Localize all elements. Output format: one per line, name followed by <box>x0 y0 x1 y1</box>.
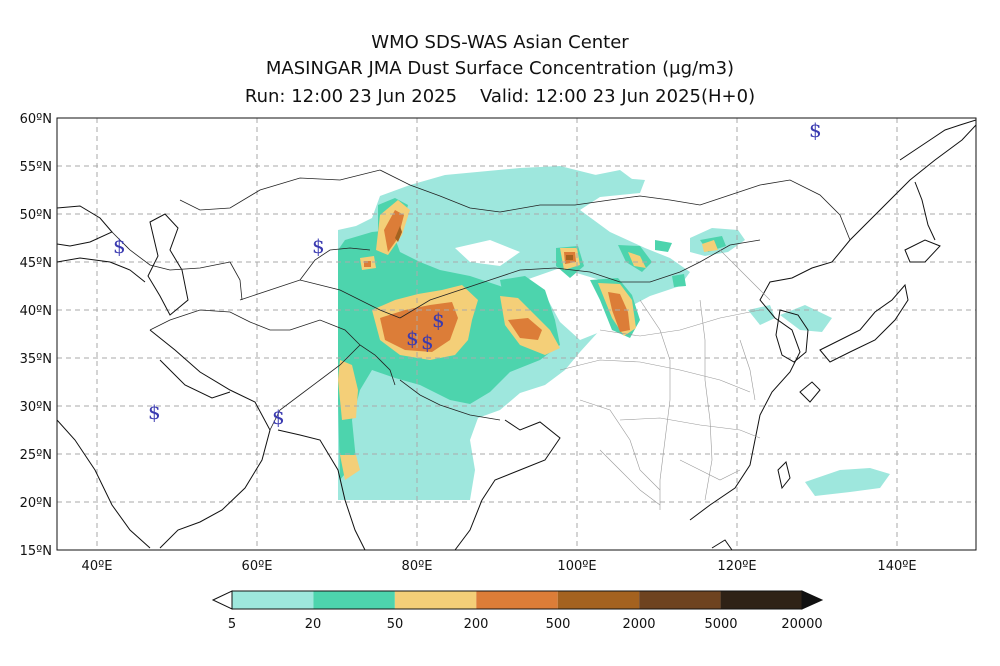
colorbar-tick: 500 <box>546 617 571 632</box>
colorbar-tick: 20000 <box>781 617 822 632</box>
map-title: WMO SDS-WAS Asian Center <box>371 32 629 53</box>
lat-label: 55ºN <box>20 160 52 175</box>
station-symbol: $ <box>406 326 419 350</box>
map-subtitle: MASINGAR JMA Dust Surface Concentration … <box>265 58 735 79</box>
lon-label: 40ºE <box>82 559 113 574</box>
station-symbol: $ <box>809 118 822 142</box>
latitude-labels: 60ºN 55ºN 50ºN 45ºN 40ºN 35ºN 30ºN 25ºN … <box>20 112 52 559</box>
province-borders <box>559 249 771 510</box>
station-symbol: $ <box>432 308 445 332</box>
graticule <box>57 118 976 550</box>
lat-label: 25ºN <box>20 448 52 463</box>
country-borders <box>111 169 851 431</box>
lon-label: 80ºE <box>402 559 433 574</box>
station-symbol: $ <box>113 234 126 258</box>
longitude-labels: 40ºE 60ºE 80ºE 100ºE 120ºE 140ºE <box>82 559 917 574</box>
colorbar-tick: 50 <box>387 617 404 632</box>
lon-label: 100ºE <box>557 559 596 574</box>
lon-label: 60ºE <box>242 559 273 574</box>
station-symbol: $ <box>312 234 325 258</box>
run-valid-time: Run: 12:00 23 Jun 2025 Valid: 12:00 23 J… <box>244 86 756 107</box>
lon-label: 120ºE <box>717 559 756 574</box>
coastlines <box>57 119 976 550</box>
colorbar-tick: 5000 <box>704 617 737 632</box>
lat-label: 50ºN <box>20 208 52 223</box>
colorbar-high-arrow <box>801 590 824 610</box>
lat-label: 40ºN <box>20 304 52 319</box>
lat-label: 35ºN <box>20 352 52 367</box>
colorbar-tick: 5 <box>228 617 236 632</box>
station-symbol: $ <box>148 400 161 424</box>
dust-concentration-field <box>338 166 890 500</box>
lat-label: 60ºN <box>20 112 52 127</box>
color-bar <box>211 590 824 610</box>
colorbar-ticks: 5 20 50 200 500 2000 5000 20000 <box>228 617 823 632</box>
map-border <box>56 117 977 551</box>
colorbar-segment <box>313 591 395 609</box>
colorbar-tick: 20 <box>305 617 322 632</box>
colorbar-segment <box>639 591 721 609</box>
lat-label: 30ºN <box>20 400 52 415</box>
colorbar-tick: 2000 <box>622 617 655 632</box>
station-symbols: $ $ $ $ $ $ $ $ <box>113 118 822 429</box>
colorbar-segment <box>476 591 558 609</box>
station-symbol: $ <box>421 330 434 354</box>
colorbar-segment <box>720 591 802 609</box>
colorbar-tick: 200 <box>464 617 489 632</box>
lon-label: 140ºE <box>877 559 916 574</box>
colorbar-low-arrow <box>211 590 233 610</box>
lat-label: 15ºN <box>20 544 52 559</box>
colorbar-segment <box>557 591 640 609</box>
colorbar-segment <box>394 591 477 609</box>
lat-label: 20ºN <box>20 496 52 511</box>
lat-label: 45ºN <box>20 256 52 271</box>
colorbar-outline <box>231 590 803 610</box>
station-symbol: $ <box>272 405 285 429</box>
colorbar-segment <box>232 591 314 609</box>
